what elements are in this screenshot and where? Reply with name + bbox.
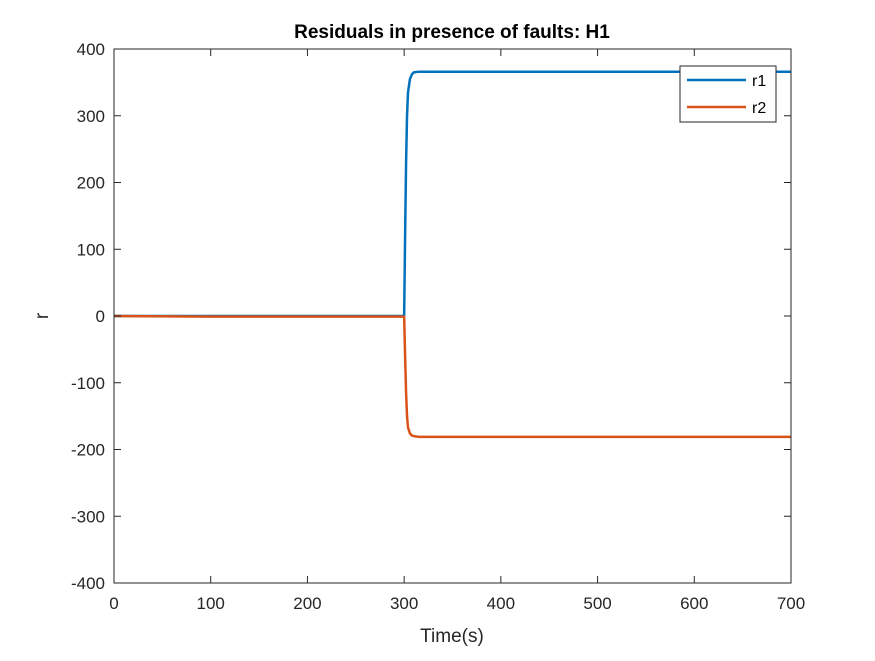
legend-label-r1: r1 xyxy=(752,73,766,90)
x-tick-label: 200 xyxy=(293,594,321,613)
y-tick-label: 100 xyxy=(77,240,105,259)
x-ticks: 0 100 200 300 400 500 600 700 xyxy=(109,49,805,613)
x-tick-label: 600 xyxy=(680,594,708,613)
x-tick-label: 500 xyxy=(583,594,611,613)
series-layer xyxy=(113,70,791,439)
y-tick-label: -200 xyxy=(71,441,105,460)
y-tick-label: 400 xyxy=(77,40,105,59)
y-tick-label: -400 xyxy=(71,574,105,593)
legend-box xyxy=(679,65,777,123)
legend-label-r2: r2 xyxy=(752,100,766,117)
y-ticks: -400 -300 -200 -100 0 100 200 300 400 xyxy=(71,40,791,593)
x-tick-label: 0 xyxy=(109,594,118,613)
y-tick-label: 200 xyxy=(77,174,105,193)
x-axis-label: Time(s) xyxy=(420,626,484,647)
y-tick-label: 300 xyxy=(77,107,105,126)
y-tick-label: 0 xyxy=(96,307,105,326)
x-tick-label: 400 xyxy=(487,594,515,613)
series-line-r2 xyxy=(113,314,791,439)
y-tick-label: -100 xyxy=(71,374,105,393)
y-tick-label: -300 xyxy=(71,507,105,526)
x-tick-label: 300 xyxy=(390,594,418,613)
x-tick-label: 100 xyxy=(197,594,225,613)
chart-title: Residuals in presence of faults: H1 xyxy=(294,22,610,43)
legend: r1 r2 xyxy=(679,65,777,123)
x-tick-label: 700 xyxy=(777,594,805,613)
y-axis-label: r xyxy=(32,312,53,319)
